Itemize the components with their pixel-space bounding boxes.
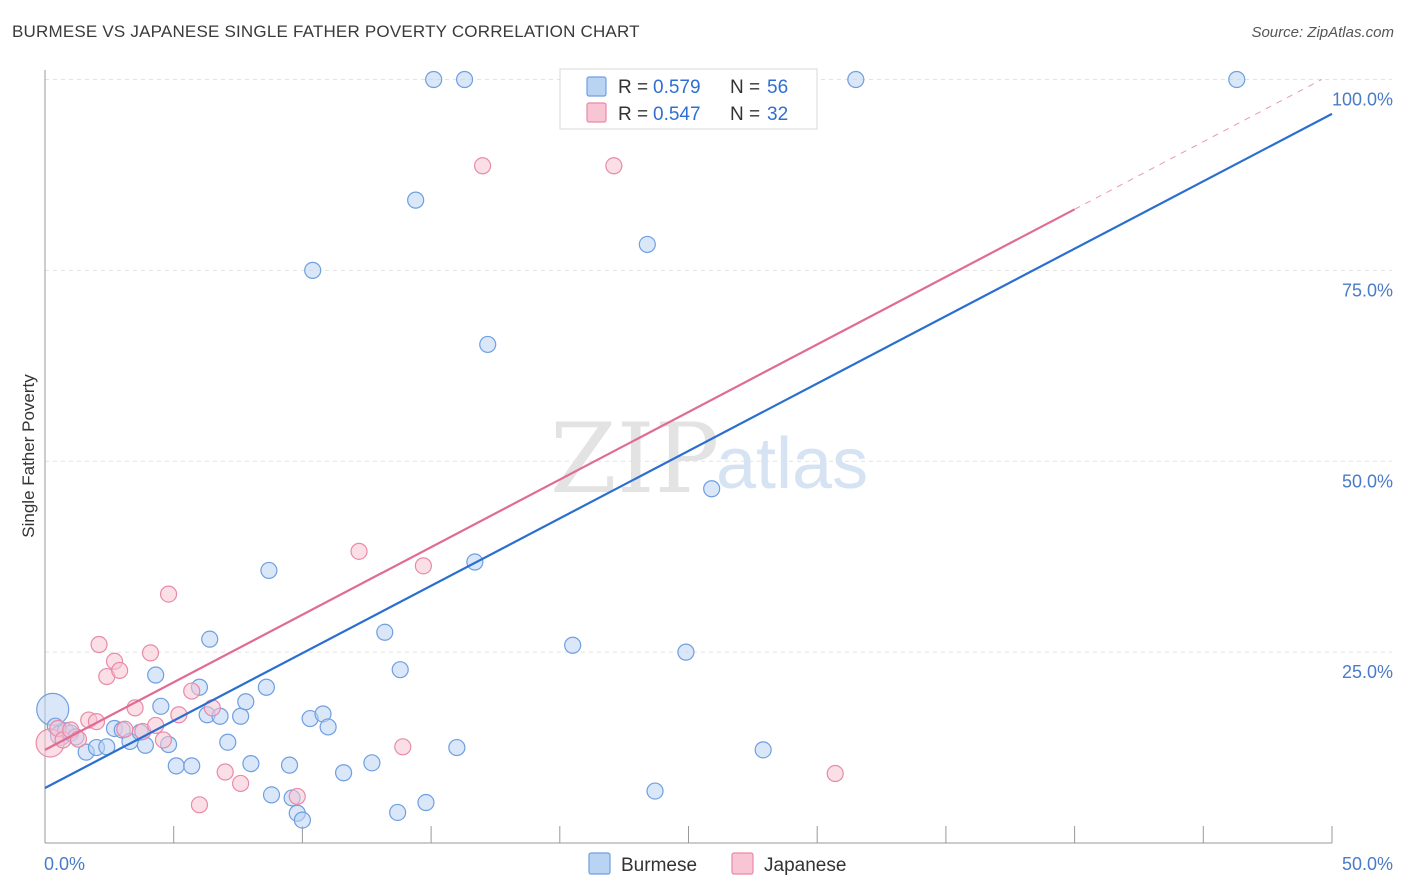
burmese-point-27 [257,678,275,696]
burmese-point-14 [147,666,165,684]
bottom-legend-japanese-swatch [731,852,754,875]
burmese-point-18 [183,757,201,775]
legend-burmese-n-label: N = [730,77,760,98]
burmese-point-37 [319,718,337,736]
japanese-trend-line [44,208,1076,751]
legend-japanese-n-value: 32 [767,104,788,125]
burmese-point-33 [293,811,311,829]
burmese-point-54 [703,480,721,498]
japanese-point-24 [288,787,306,806]
japanese-point-22 [216,763,234,781]
bottom-legend-japanese-label: Japanese [764,855,846,876]
burmese-point-55 [754,741,772,759]
legend-burmese-swatch [586,76,607,97]
grid [45,79,1392,653]
y-tick-label-100: 100.0% [1332,90,1393,110]
burmese-point-38 [334,764,353,782]
y-axis-label: Single Father Poverty [19,374,38,538]
burmese-point-24 [232,707,250,725]
burmese-point-48 [479,335,497,354]
japanese-point-17 [159,585,178,603]
burmese-point-51 [646,782,664,800]
y-tick-label-75: 75.0% [1342,280,1393,300]
japanese-point-25 [350,542,368,560]
legend-burmese-r-label: R = [618,77,648,98]
japanese-point-14 [141,644,160,662]
burmese-point-28 [260,561,278,580]
watermark: ZIP atlas [550,403,868,515]
source-credit: Source: ZipAtlas.com [1251,24,1394,41]
burmese-point-40 [376,623,394,641]
japanese-point-31 [826,764,844,783]
burmese-point-53 [677,643,695,661]
x-ticks [44,826,1333,843]
chart-title: BURMESE VS JAPANESE SINGLE FATHER POVERT… [12,22,640,41]
japanese-point-16 [154,731,173,749]
burmese-point-17 [167,757,185,775]
burmese-point-43 [417,793,435,812]
watermark-atlas: atlas [716,424,868,504]
bottom-legend-burmese-label: Burmese [621,855,697,876]
y-tick-label-25: 25.0% [1342,662,1393,682]
japanese-point-7 [90,635,108,654]
burmese-point-45 [448,738,466,757]
japanese-point-26 [394,738,412,756]
burmese-point-23 [219,733,237,751]
burmese-point-57 [1228,70,1246,89]
watermark-zip: ZIP [550,403,719,515]
legend-japanese-r-value: 0.547 [653,104,701,125]
burmese-point-42 [391,661,409,679]
japanese-point-19 [183,682,201,700]
burmese-point-56 [847,70,865,89]
y-tick-labels: 25.0% 50.0% 75.0% 100.0% [1332,90,1393,683]
burmese-point-44 [425,70,443,89]
legend-burmese-r-value: 0.579 [653,77,701,98]
x-tick-label-max: 50.0% [1342,854,1393,874]
japanese-point-27 [414,557,432,575]
burmese-point-26 [242,754,260,773]
burmese-point-15 [152,697,170,715]
bottom-legend: Burmese Japanese [588,852,846,876]
japanese-point-30 [605,157,623,175]
trend-lines [44,79,1333,790]
burmese-point-29 [262,786,281,804]
legend-japanese-n-label: N = [730,104,760,125]
legend-japanese-swatch [586,102,607,123]
japanese-points [35,70,844,814]
japanese-point-23 [232,774,250,793]
burmese-point-46 [455,70,474,89]
burmese-point-49 [407,191,425,209]
burmese-point-39 [363,754,381,772]
legend-japanese-r-label: R = [618,104,648,125]
x-tick-label-min: 0.0% [44,854,85,874]
burmese-point-25 [237,693,255,711]
burmese-point-52 [638,235,656,254]
japanese-point-20 [190,796,209,814]
burmese-trend-line [44,112,1333,790]
burmese-point-21 [201,630,219,648]
legend-burmese-n-value: 56 [767,77,788,98]
japanese-point-4 [69,730,88,748]
japanese-trend-extension [1074,79,1322,210]
japanese-point-10 [111,661,129,680]
burmese-point-35 [304,261,322,279]
burmese-point-50 [564,636,582,654]
bottom-legend-burmese-swatch [588,852,611,875]
japanese-point-11 [116,720,134,738]
japanese-point-28 [473,157,492,175]
y-tick-label-50: 50.0% [1342,471,1393,491]
legend-box: R = 0.579 N = 56 R = 0.547 N = 32 [559,68,818,130]
burmese-point-30 [280,756,299,774]
burmese-point-41 [389,803,407,822]
